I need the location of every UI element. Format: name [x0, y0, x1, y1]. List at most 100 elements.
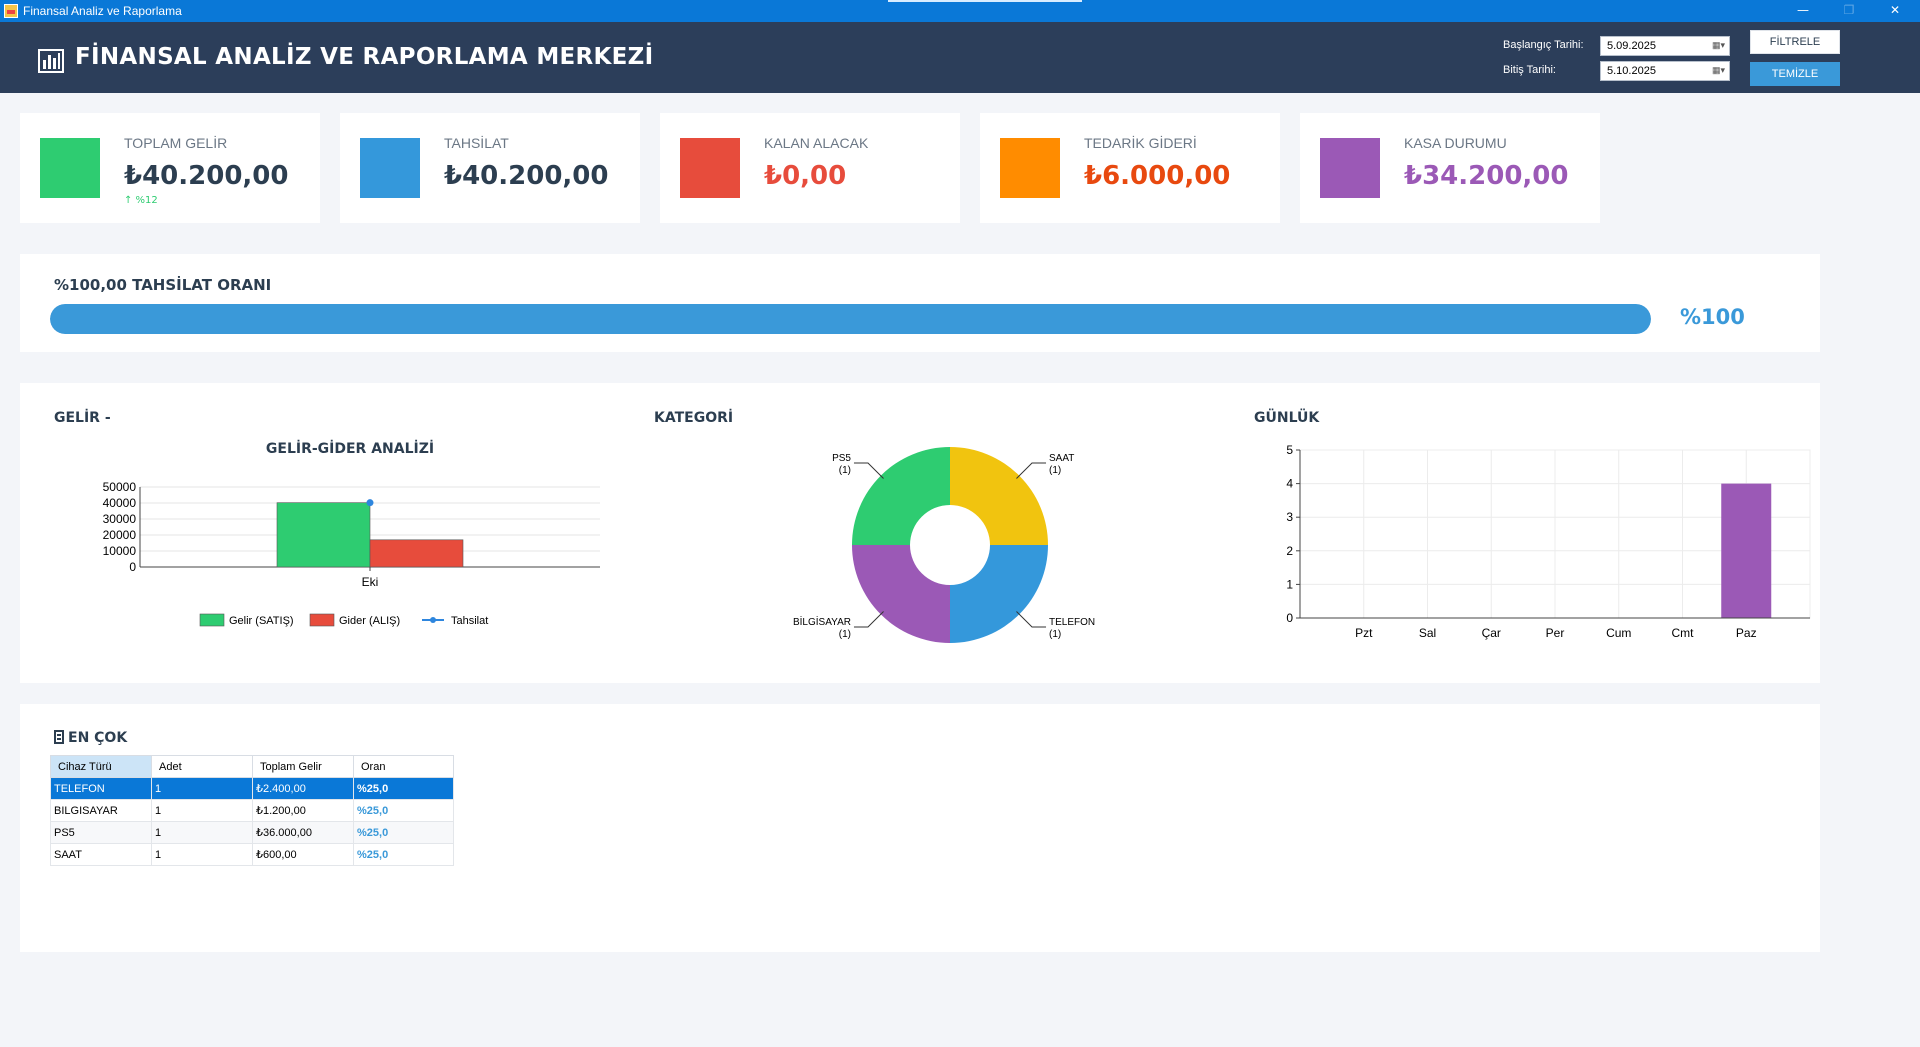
slice-leader-line — [853, 462, 884, 479]
collection-rate-progress-fill — [50, 304, 1651, 334]
slice-count-label: (1) — [1049, 629, 1061, 640]
column-header-ratio[interactable]: Oran — [353, 755, 454, 778]
category-section-label: KATEGORİ — [654, 410, 734, 426]
table-cell[interactable]: ₺36.000,00 — [252, 821, 354, 844]
slice-count-label: (1) — [1049, 465, 1061, 476]
category-donut-chart: SAAT(1)TELEFON(1)BİLGİSAYAR(1)PS5(1) — [793, 447, 1095, 643]
table-cell[interactable]: BILGISAYAR — [50, 799, 152, 822]
income-expense-chart: 0 10000 20000 30000 40000 50000 Eki Gelir (SATI… — [103, 480, 600, 627]
kpi-card-cash-status: KASA DURUMU ₺34.200,00 — [1300, 113, 1600, 223]
charts-panel: GELİR - KATEGORİ GÜNLÜK GELİR-GİDER ANAL… — [20, 383, 1820, 683]
maximize-button[interactable]: ❐ — [1843, 3, 1855, 17]
window-title: Finansal Analiz ve Raporlama — [23, 4, 182, 18]
table-cell[interactable]: SAAT — [50, 843, 152, 866]
donut-slice-saat — [950, 447, 1048, 545]
collection-rate-percent: %100 — [1680, 305, 1745, 329]
tahsilat-point — [366, 499, 374, 507]
table-row[interactable]: SAAT 1 ₺600,00 %25,0 — [50, 843, 454, 866]
table-cell[interactable]: %25,0 — [353, 777, 454, 800]
document-icon — [54, 730, 64, 744]
collection-rate-title: %100,00 TAHSİLAT ORANI — [54, 276, 272, 294]
y-tick-label: 5 — [1286, 443, 1293, 457]
kpi-card-collection: TAHSİLAT ₺40.200,00 — [340, 113, 640, 223]
slice-leader-line — [1016, 611, 1047, 628]
table-cell[interactable]: 1 — [151, 843, 253, 866]
table-cell[interactable]: %25,0 — [353, 843, 454, 866]
slice-count-label: (1) — [839, 465, 851, 476]
app-header: FİNANSAL ANALİZ VE RAPORLAMA MERKEZİ Baş… — [0, 22, 1920, 93]
y-tick-label: 20000 — [103, 528, 137, 542]
table-cell[interactable]: 1 — [151, 777, 253, 800]
table-cell[interactable]: ₺600,00 — [252, 843, 354, 866]
top-section-title: EN ÇOK — [68, 730, 128, 746]
app-icon — [4, 4, 18, 18]
y-tick-label: 50000 — [103, 480, 137, 494]
daily-section-label: GÜNLÜK — [1254, 410, 1320, 426]
kpi-label: KALAN ALACAK — [764, 135, 869, 151]
kpi-label: TOPLAM GELİR — [124, 135, 228, 151]
x-tick-label: Pzt — [1355, 626, 1373, 640]
column-header-total-income[interactable]: Toplam Gelir — [252, 755, 354, 778]
x-tick-label: Çar — [1482, 626, 1501, 640]
minimize-button[interactable]: — — [1797, 3, 1809, 17]
y-tick-label: 2 — [1286, 544, 1293, 558]
kpi-label: TAHSİLAT — [444, 135, 509, 151]
slice-leader-line — [1016, 462, 1047, 479]
x-tick-label: Cmt — [1672, 626, 1695, 640]
bar-gelir — [276, 502, 371, 568]
income-section-label: GELİR - — [54, 410, 111, 426]
calendar-dropdown-icon[interactable]: ▦▾ — [1711, 65, 1725, 75]
table-row[interactable]: BILGISAYAR 1 ₺1.200,00 %25,0 — [50, 799, 454, 822]
table-cell[interactable]: 1 — [151, 821, 253, 844]
table-cell[interactable]: TELEFON — [50, 777, 152, 800]
bar-paz — [1721, 483, 1772, 618]
slice-label: PS5 — [832, 453, 851, 464]
legend-swatch-dot — [430, 617, 436, 623]
start-date-label: Başlangıç Tarihi: — [1503, 39, 1584, 51]
x-tick-label: Sal — [1419, 626, 1436, 640]
clear-button[interactable]: TEMİZLE — [1750, 62, 1840, 86]
table-cell[interactable]: ₺1.200,00 — [252, 799, 354, 822]
table-row[interactable]: TELEFON 1 ₺2.400,00 %25,0 — [50, 777, 454, 800]
x-tick-label: Cum — [1606, 626, 1631, 640]
table-cell[interactable]: ₺2.400,00 — [252, 777, 354, 800]
kpi-card-supply-expense: TEDARİK GİDERİ ₺6.000,00 — [980, 113, 1280, 223]
legend-swatch — [199, 613, 225, 627]
start-date-value: 5.09.2025 — [1607, 40, 1656, 52]
y-tick-label: 30000 — [103, 512, 137, 526]
column-header-device-type[interactable]: Cihaz Türü — [50, 755, 152, 778]
kpi-color-swatch — [40, 138, 100, 198]
top-section-label: EN ÇOK — [54, 730, 127, 746]
slice-count-label: (1) — [839, 629, 851, 640]
table-header-row: Cihaz Türü Adet Toplam Gelir Oran — [50, 755, 454, 778]
end-date-picker[interactable]: 5.10.2025 ▦▾ — [1600, 61, 1730, 81]
kpi-value: ₺0,00 — [764, 161, 847, 191]
y-tick-label: 4 — [1286, 477, 1293, 491]
table-row[interactable]: PS5 1 ₺36.000,00 %25,0 — [50, 821, 454, 844]
window-titlebar: Finansal Analiz ve Raporlama — ❐ ✕ — [0, 0, 1920, 22]
table-cell[interactable]: %25,0 — [353, 821, 454, 844]
y-tick-label: 3 — [1286, 510, 1293, 524]
column-header-quantity[interactable]: Adet — [151, 755, 253, 778]
kpi-value: ₺6.000,00 — [1084, 161, 1231, 191]
bar-chart-icon — [38, 49, 64, 73]
kpi-value: ₺40.200,00 — [124, 161, 289, 191]
kpi-color-swatch — [680, 138, 740, 198]
table-cell[interactable]: PS5 — [50, 821, 152, 844]
collection-rate-panel: %100,00 TAHSİLAT ORANI %100 — [20, 254, 1820, 352]
table-cell[interactable]: %25,0 — [353, 799, 454, 822]
start-date-picker[interactable]: 5.09.2025 ▦▾ — [1600, 36, 1730, 56]
y-tick-label: 1 — [1286, 577, 1293, 591]
filter-button[interactable]: FİLTRELE — [1750, 30, 1840, 54]
donut-slice-ps5 — [852, 447, 950, 545]
top-items-table[interactable]: Cihaz Türü Adet Toplam Gelir Oran TELEFO… — [50, 755, 454, 866]
top-items-panel: EN ÇOK Cihaz Türü Adet Toplam Gelir Oran… — [20, 704, 1820, 952]
kpi-card-total-income: TOPLAM GELİR ₺40.200,00 ↑ %12 — [20, 113, 320, 223]
table-cell[interactable]: 1 — [151, 799, 253, 822]
y-tick-label: 0 — [1286, 611, 1293, 625]
legend-label: Tahsilat — [451, 615, 488, 627]
calendar-dropdown-icon[interactable]: ▦▾ — [1711, 40, 1725, 50]
x-tick-label: Per — [1546, 626, 1565, 640]
close-button[interactable]: ✕ — [1889, 3, 1901, 17]
kpi-trend: ↑ %12 — [124, 195, 158, 206]
